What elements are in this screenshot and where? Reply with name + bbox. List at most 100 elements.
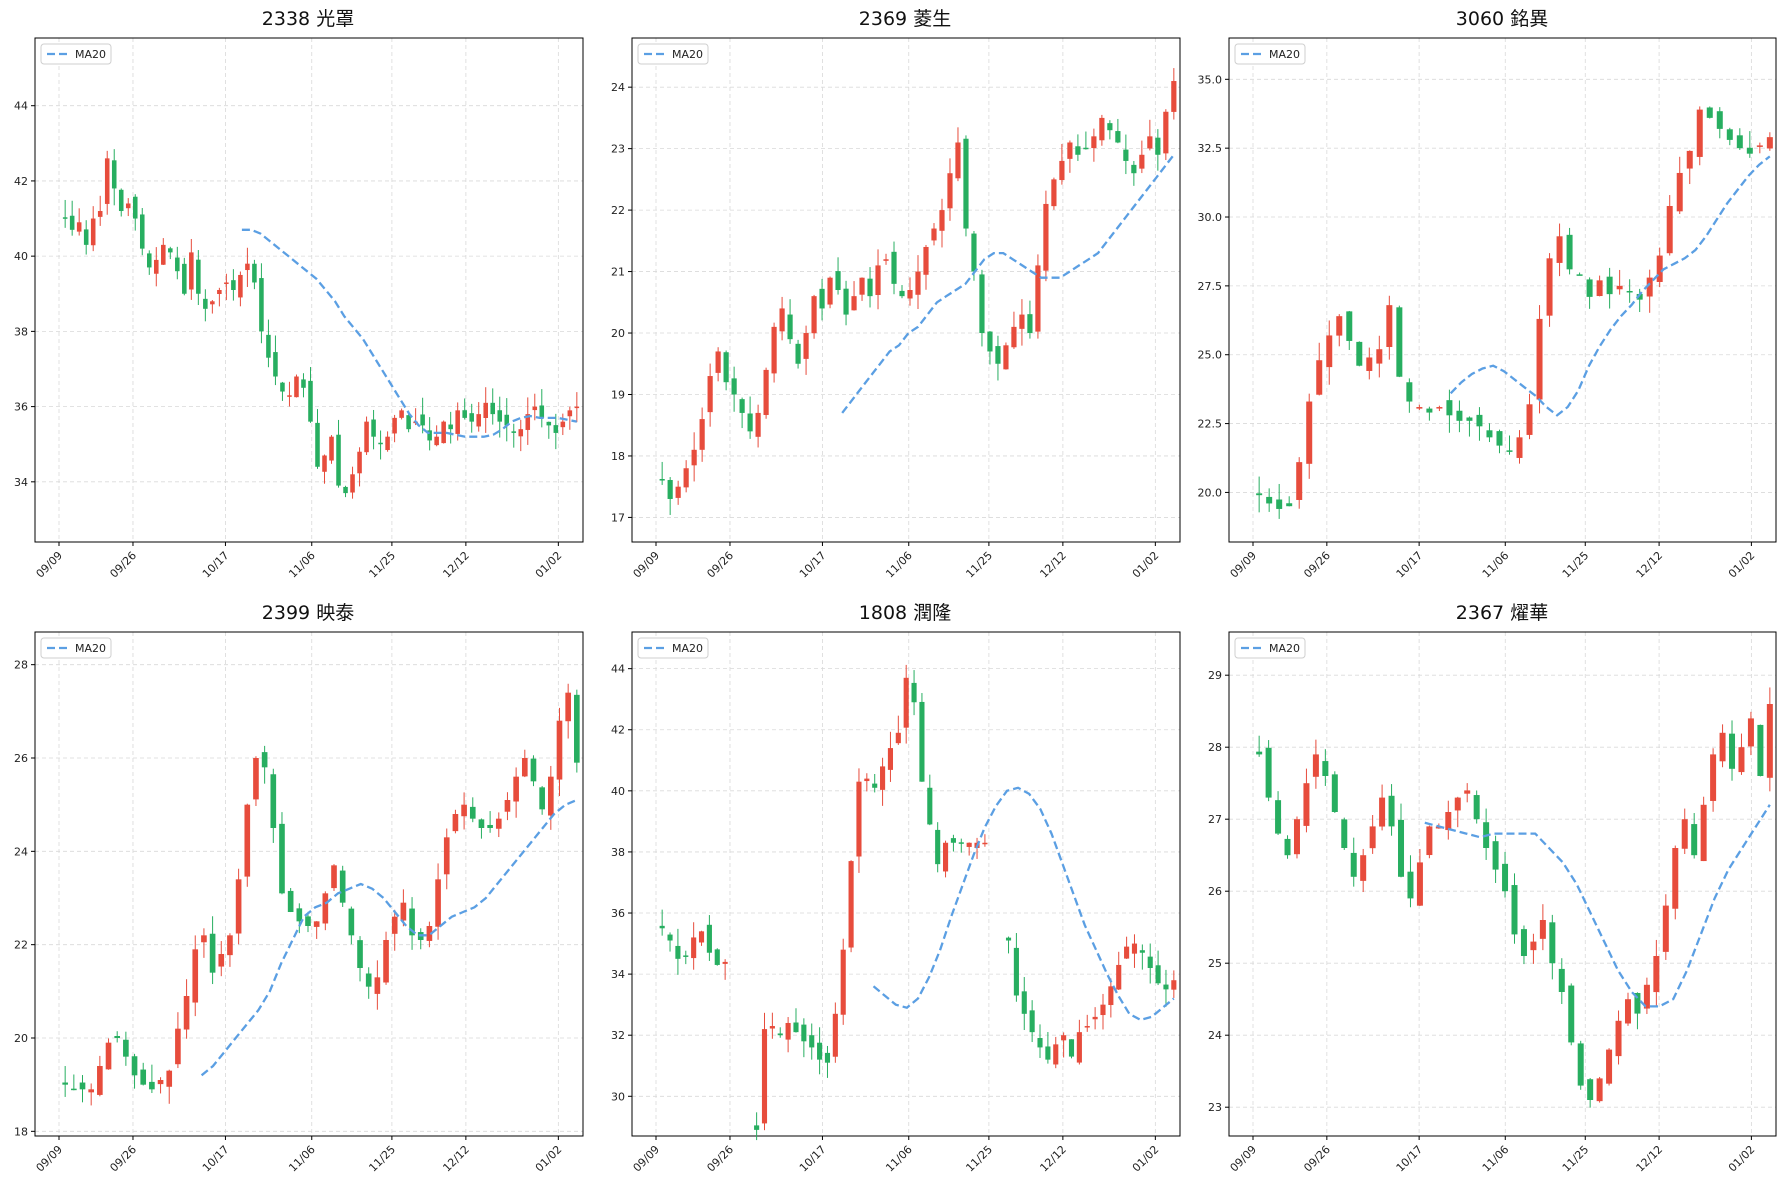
y-tick-label: 32.5 [1198,142,1223,155]
candle-body [478,819,485,828]
candle-body [859,277,865,295]
candle-body [848,861,854,948]
candle-body [259,278,264,332]
candle-body [963,138,969,229]
chart-title: 2369 菱生 [859,8,951,30]
candle-body [811,296,817,334]
candle-body [270,774,277,828]
candle-body [947,173,953,209]
grid [35,632,583,1136]
candle-body [1115,131,1121,143]
candle-body [1083,147,1089,150]
candle-body [1719,732,1726,762]
candle-body [343,486,348,494]
candle-body [1511,885,1518,935]
candle-body [1303,783,1310,826]
legend-label: MA20 [672,48,703,61]
candle-body [90,218,96,246]
ma20-line [200,798,578,1077]
candle-body [391,916,398,934]
legend-label: MA20 [1269,642,1300,655]
candles [1256,106,1773,519]
candle-body [1037,1038,1043,1048]
legend-label: MA20 [672,642,703,655]
candle-body [331,865,337,889]
candle-body [1681,819,1688,849]
candle-body [1155,137,1161,155]
candle-body [294,376,299,398]
candle-body [880,766,886,790]
legend-box [637,43,709,65]
candle-body [88,1089,95,1093]
candle-body [455,410,460,434]
x-tick-label: 10/17 [797,1143,829,1175]
candle-body [383,940,389,983]
candle-body [547,776,554,816]
y-tick-label: 20.0 [1198,486,1223,499]
candle-body [923,246,929,275]
candle-body [1019,314,1025,329]
candle-body [1756,145,1763,147]
y-tick-label: 30 [611,1090,625,1103]
candle-body [1536,318,1543,400]
candle-body [1386,305,1393,348]
candle-body [777,1033,783,1036]
y-tick-label: 36 [14,401,28,414]
candle-body [827,277,833,305]
candle-body [149,1081,155,1090]
candle-body [280,382,285,392]
candle-body [1406,382,1413,402]
candle-body [1100,1004,1106,1016]
candle-body [731,378,737,395]
candle-body [357,940,363,968]
candle-body [843,288,849,315]
candle-body [1336,316,1343,336]
candle-body [1526,404,1533,435]
x-tick-label: 12/12 [440,1143,472,1175]
candle-body [539,405,545,418]
plot-frame [1228,631,1777,1137]
x-tick-label: 09/09 [631,549,663,581]
candle-body [1566,234,1573,270]
candle-body [315,422,320,467]
candle-body [1043,203,1049,271]
candle-body [490,402,496,415]
candle-body [1312,754,1319,777]
y-tick-label: 22 [14,939,28,952]
y-tick-label: 36 [611,907,625,920]
chart-svg-2338: 2338 光罩 34 36 38 40 42 44 09/09 09/26 10/17 11/06… [14,8,584,581]
x-tick-label: 09/26 [107,1143,139,1175]
candle-body [556,720,563,780]
candle-body [675,486,681,498]
legend-box [637,637,709,659]
candle-body [1556,236,1563,263]
candle-body [1634,992,1641,1014]
candle-body [761,1029,768,1124]
candle-body [1700,804,1707,862]
candle-body [867,278,873,297]
candle-body [958,842,964,844]
candle-body [97,1066,103,1095]
candle-body [1454,797,1461,811]
candle-body [125,203,131,209]
candle-body [1266,496,1273,504]
candle-body [840,949,846,1015]
candle-body [1516,437,1523,458]
candle-body [1265,747,1272,798]
y-tick-label: 40 [611,785,625,798]
candle-body [166,1070,173,1087]
candle-body [714,949,720,965]
candle-body [1464,790,1471,794]
candle-body [392,417,397,434]
chart-title: 1808 潤隆 [859,602,951,624]
candle-body [183,996,190,1030]
candle-body [111,160,117,189]
candle-body [71,1088,77,1091]
candle-body [1286,503,1293,507]
candle-body [76,222,82,232]
chart-panel-2399: 2399 映泰 18 20 22 24 26 28 09/09 09/26 10/17 11/06… [0,594,597,1189]
candle-body [1606,1049,1613,1084]
candle-body [982,842,988,845]
y-tick-label: 34 [611,968,625,981]
legend-label: MA20 [1269,48,1300,61]
